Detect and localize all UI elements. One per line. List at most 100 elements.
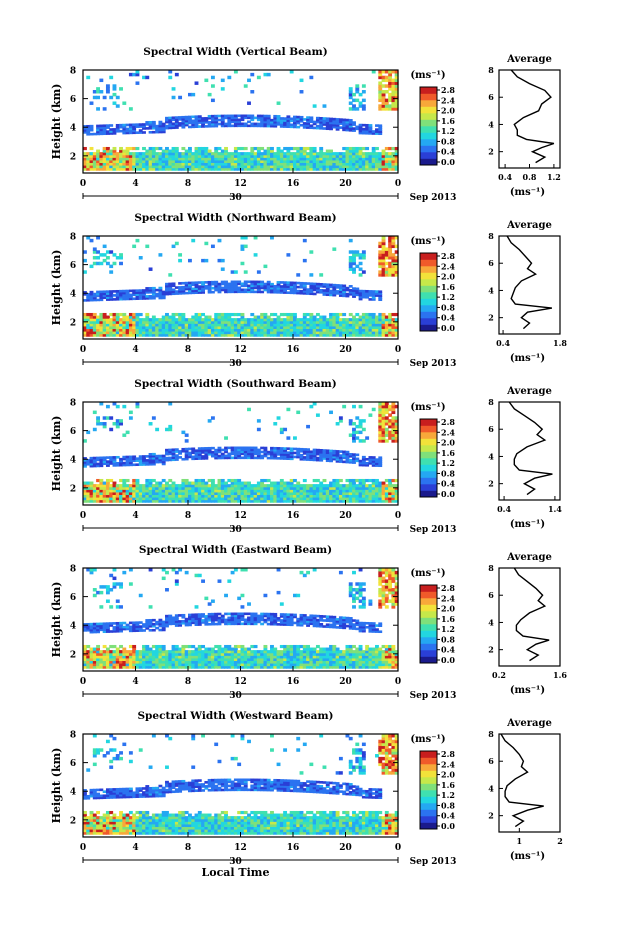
heatmap-cell xyxy=(289,491,294,496)
heatmap-cell xyxy=(394,489,399,493)
heatmap-cell xyxy=(388,253,393,257)
heatmap-cell xyxy=(302,126,307,129)
heatmap-cell xyxy=(394,258,399,263)
heatmap-cell xyxy=(83,491,87,496)
heatmap-cell xyxy=(197,496,202,501)
heatmap-cell xyxy=(119,159,123,164)
heatmap-cell xyxy=(240,333,245,337)
heatmap-cell xyxy=(319,285,324,288)
heatmap-cell xyxy=(260,286,265,290)
heatmap-cell xyxy=(243,496,248,501)
heatmap-cell xyxy=(191,617,196,621)
heatmap-cell xyxy=(165,320,169,324)
heatmap-cell xyxy=(214,146,219,151)
heatmap-cell xyxy=(220,159,225,164)
heatmap-cell xyxy=(92,588,97,592)
heatmap-cell xyxy=(325,328,330,332)
heatmap-cell xyxy=(112,491,117,496)
heatmap-cell xyxy=(329,486,333,490)
heatmap-cell xyxy=(388,256,393,260)
heatmap-cell xyxy=(188,152,192,156)
heatmap-cell xyxy=(181,146,186,151)
heatmap-cell xyxy=(174,318,179,322)
heatmap-cell xyxy=(92,323,97,327)
heatmap-cell xyxy=(375,167,379,171)
heatmap-cell xyxy=(188,285,192,289)
heatmap-cell xyxy=(115,484,120,488)
colorbar-swatch xyxy=(420,432,437,439)
heatmap-cell xyxy=(365,157,370,161)
heatmap-cell xyxy=(178,614,183,617)
heatmap-cell xyxy=(335,333,340,337)
heatmap-cell xyxy=(335,318,340,322)
heatmap-cell xyxy=(201,613,206,616)
heatmap-cell xyxy=(315,318,320,322)
heatmap-cell xyxy=(155,499,160,503)
heatmap-cell xyxy=(161,499,166,503)
heatmap-cell xyxy=(286,453,291,456)
heatmap-cell xyxy=(217,162,222,166)
heatmap-cell xyxy=(224,333,228,337)
heatmap-cell xyxy=(86,130,91,134)
heatmap-cell xyxy=(92,458,97,462)
heatmap-cell xyxy=(128,289,133,293)
heatmap-cell xyxy=(266,318,271,322)
heatmap-cell xyxy=(253,122,258,126)
heatmap-cell xyxy=(188,655,192,659)
heatmap-cell xyxy=(112,328,117,332)
heatmap-cell xyxy=(171,330,176,335)
colorbar-tick-label: 1.6 xyxy=(441,282,455,292)
heatmap-cell xyxy=(388,273,393,277)
heatmap-cell xyxy=(276,486,281,490)
heatmap-cell xyxy=(122,162,127,166)
heatmap-cell xyxy=(302,152,307,156)
heatmap-cell xyxy=(230,152,235,156)
heatmap-cell xyxy=(89,630,94,634)
heatmap-cell xyxy=(388,486,393,490)
heatmap-cell xyxy=(263,284,268,288)
heatmap-cell xyxy=(240,484,245,488)
heatmap-cell xyxy=(220,312,225,317)
heatmap-cell xyxy=(361,256,366,260)
heatmap-cell xyxy=(220,167,225,171)
heatmap-cell xyxy=(214,454,219,458)
heatmap-cell xyxy=(240,489,245,493)
heatmap-cell xyxy=(102,650,107,654)
heatmap-cell xyxy=(148,478,153,483)
heatmap-cell xyxy=(260,290,265,294)
heatmap-cell xyxy=(174,118,179,121)
heatmap-cell xyxy=(142,463,146,466)
heatmap-cell xyxy=(171,618,176,622)
heatmap-cell xyxy=(174,618,179,621)
heatmap-cell xyxy=(128,318,133,322)
heatmap-cell xyxy=(102,416,107,420)
heatmap-cell xyxy=(112,489,117,493)
heatmap-cell xyxy=(161,157,166,161)
heatmap-cell xyxy=(345,286,350,290)
heatmap-cell xyxy=(256,282,261,286)
heatmap-cell xyxy=(266,452,271,456)
heatmap-cell xyxy=(220,162,225,166)
heatmap-cell xyxy=(135,494,140,498)
heatmap-cell xyxy=(171,149,176,153)
heatmap-cell xyxy=(122,167,127,171)
heatmap-cell xyxy=(151,655,156,659)
heatmap-cell xyxy=(270,481,274,485)
heatmap-cell xyxy=(240,312,245,317)
heatmap-cell xyxy=(128,457,133,461)
heatmap-cell xyxy=(296,451,301,455)
heatmap-cell xyxy=(253,496,258,501)
heatmap-cell xyxy=(293,496,297,501)
heatmap-cell xyxy=(201,121,206,124)
heatmap-cell xyxy=(270,159,274,164)
heatmap-cell xyxy=(309,320,314,324)
heatmap-cell xyxy=(210,120,215,124)
heatmap-cell xyxy=(296,167,301,171)
heatmap-cell xyxy=(92,626,97,630)
heatmap-cell xyxy=(348,127,353,130)
heatmap-cell xyxy=(233,312,238,317)
heatmap-cell xyxy=(352,430,356,435)
heatmap-cell xyxy=(368,294,373,297)
heatmap-cell xyxy=(358,295,363,299)
heatmap-cell xyxy=(352,104,356,108)
